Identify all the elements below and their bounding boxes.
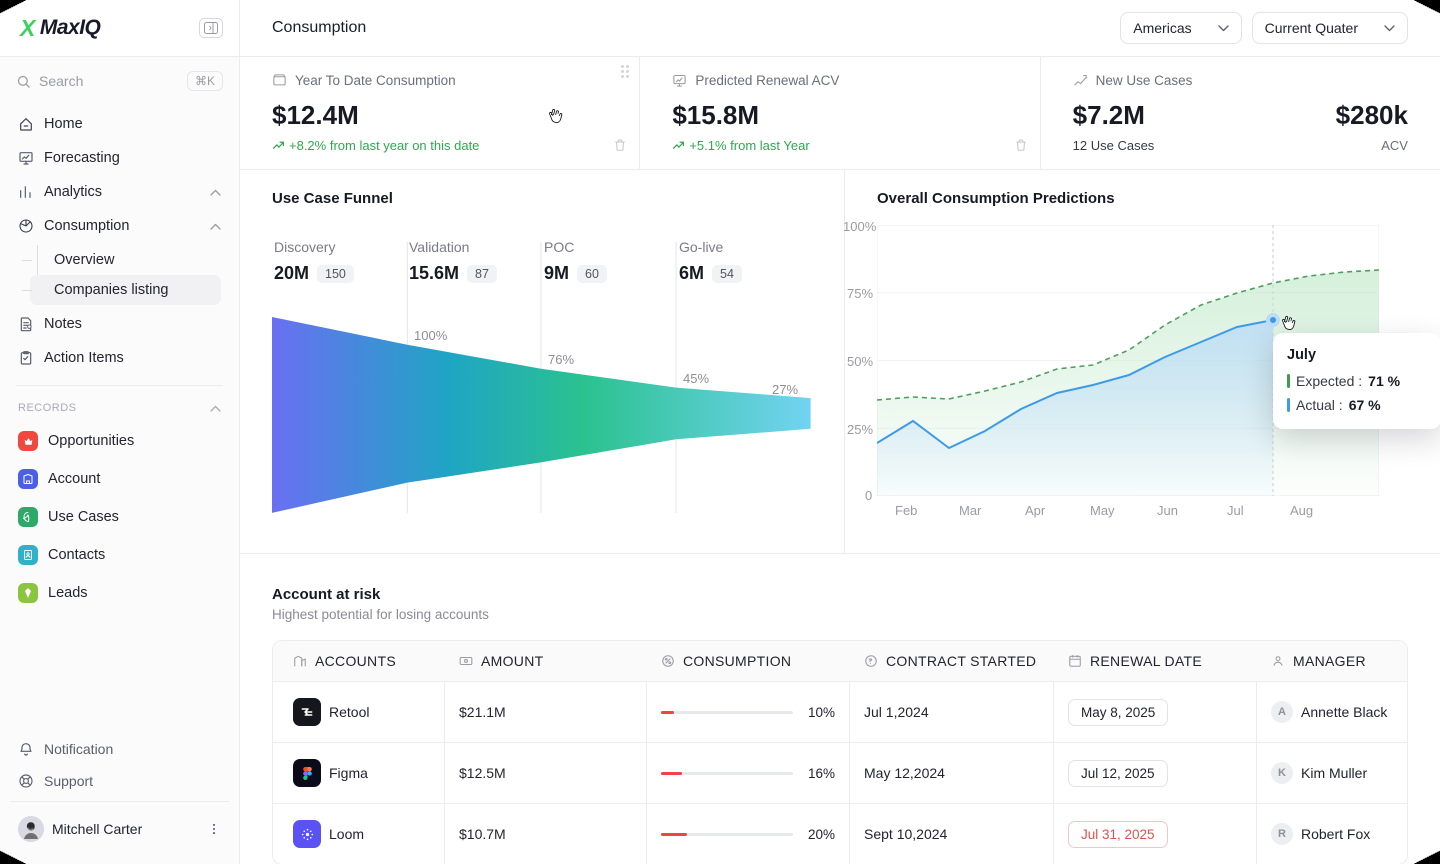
svg-text:76%: 76%	[548, 352, 574, 367]
svg-text:27%: 27%	[772, 382, 798, 397]
svg-text:45%: 45%	[683, 371, 709, 386]
svg-text:100%: 100%	[414, 328, 448, 343]
